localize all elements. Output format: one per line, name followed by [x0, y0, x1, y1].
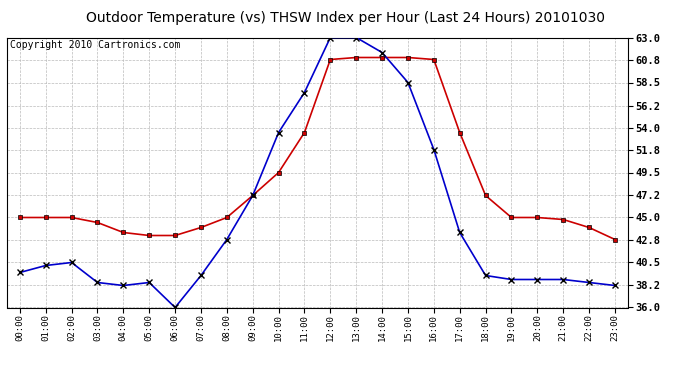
Text: Copyright 2010 Cartronics.com: Copyright 2010 Cartronics.com	[10, 40, 180, 50]
Text: Outdoor Temperature (vs) THSW Index per Hour (Last 24 Hours) 20101030: Outdoor Temperature (vs) THSW Index per …	[86, 11, 604, 25]
